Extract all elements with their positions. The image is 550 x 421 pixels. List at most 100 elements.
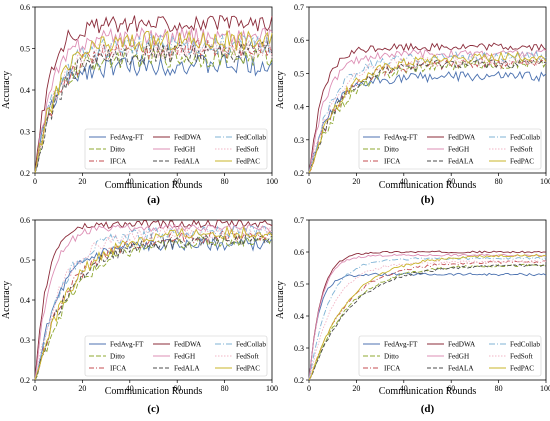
series-line-fedcollab [308,256,547,381]
y-tick-label: 0.4 [20,296,30,305]
legend-label-feddwa: FedDWA [174,134,202,142]
panel-label: (a) [147,194,160,206]
legend-label-fedala: FedALA [174,158,200,166]
legend-label-feddwa: FedDWA [448,341,476,349]
y-axis-label: Accuracy [1,71,12,109]
series-line-ditto [308,57,547,174]
x-axis-label: Communication Rounds [379,386,477,397]
x-tick-label: 100 [266,177,278,186]
legend-label-ifca: IFCA [384,158,401,166]
legend-box [358,335,542,377]
x-tick-label: 40 [400,177,408,186]
x-tick-label: 60 [173,177,181,186]
x-tick-label: 100 [540,384,550,393]
series-line-fedpac [34,225,273,381]
y-tick-label: 0.6 [294,36,304,45]
series-line-fedsoft [308,54,547,174]
legend-label-fedala: FedALA [448,158,474,166]
legend-box [84,128,268,170]
y-tick-label: 0.6 [20,216,30,225]
x-tick-label: 80 [221,384,229,393]
legend-label-fedavg-ft: FedAvg-FT [110,341,144,349]
legend-label-fedavg-ft: FedAvg-FT [384,341,418,349]
y-tick-label: 0.6 [294,248,304,257]
x-tick-label: 60 [173,384,181,393]
y-tick-label: 0.7 [294,216,304,225]
y-axis-label: Accuracy [275,71,286,109]
y-tick-label: 0.5 [20,45,30,54]
panel-label: (b) [421,194,435,206]
chart-panel-b: 0 20 40 60 80 100 0.2 0.3 0.4 0.5 0.6 0.7 Communicat… [275,3,550,206]
legend-box [84,335,268,377]
legend-label-ditto: Ditto [384,146,399,154]
x-tick-label: 100 [266,384,278,393]
legend-label-feddwa: FedDWA [174,341,202,349]
legend-label-ditto: Ditto [110,146,125,154]
legend-label-fedsoft: FedSoft [236,146,259,154]
series-line-fedavg-ft [308,272,547,381]
legend: FedAvg-FT Ditto IFCA FedDWA FedGH FedALA FedCo… [84,335,268,377]
x-tick-label: 100 [540,177,550,186]
y-tick-label: 0.6 [20,3,30,12]
legend-label-fedcollab: FedCollab [236,134,266,142]
series-line-fedala [34,40,272,174]
x-tick-label: 40 [126,177,134,186]
x-tick-label: 60 [447,384,455,393]
series-line-feddwa [308,42,547,174]
legend-label-fedala: FedALA [174,365,200,373]
x-tick-label: 0 [33,177,37,186]
y-tick-label: 0.3 [20,336,30,345]
legend-label-fedavg-ft: FedAvg-FT [384,134,418,142]
series-line-ifca [34,37,273,174]
x-tick-label: 20 [352,384,360,393]
series-line-ifca [308,57,547,174]
legend-box [358,128,542,170]
x-tick-label: 40 [126,384,134,393]
y-axis-label: Accuracy [275,281,286,319]
legend-label-fedgh: FedGH [448,146,469,154]
series-line-fedgh [34,223,272,381]
series-line-fedgh [34,26,273,174]
legend-label-fedpac: FedPAC [236,365,260,373]
series-line-feddwa [34,15,273,174]
x-tick-label: 20 [78,177,86,186]
plot-frame [308,219,547,381]
legend: FedAvg-FT Ditto IFCA FedDWA FedGH FedALA FedCo… [358,128,542,170]
series-line-fedcollab [34,33,273,174]
series-line-fedgh [308,253,547,381]
legend-label-ditto: Ditto [384,353,399,361]
series-line-fedala [308,58,547,174]
legend: FedAvg-FT Ditto IFCA FedDWA FedGH FedALA FedCo… [358,335,542,377]
series-line-fedpac [308,50,547,174]
chart-panel-a: 0 20 40 60 80 100 0.2 0.3 0.4 0.5 0.6 Communication… [1,3,278,206]
y-axis-label: Accuracy [1,281,12,319]
y-tick-label: 0.3 [294,136,304,145]
x-axis-label: Communication Rounds [379,180,477,191]
legend-label-fedavg-ft: FedAvg-FT [110,134,144,142]
y-tick-label: 0.3 [20,128,30,137]
x-axis-label: Communication Rounds [105,386,203,397]
series-line-fedcollab [308,50,547,174]
legend-label-fedala: FedALA [448,365,474,373]
legend-label-ifca: IFCA [110,158,127,166]
legend-label-ditto: Ditto [110,353,125,361]
x-tick-label: 0 [307,384,311,393]
series-line-fedala [34,234,273,381]
series-line-fedsoft [34,225,273,381]
y-tick-label: 0.4 [294,312,304,321]
series-line-fedsoft [34,37,273,174]
legend-label-fedsoft: FedSoft [510,146,533,154]
series-line-ditto [34,234,273,381]
x-tick-label: 0 [307,177,311,186]
series-line-fedpac [308,253,547,381]
y-tick-label: 0.7 [294,3,304,12]
x-tick-label: 20 [352,177,360,186]
x-tick-label: 20 [78,384,86,393]
series-line-fedavg-ft [34,54,273,174]
legend: FedAvg-FT Ditto IFCA FedDWA FedGH FedALA FedCo… [84,128,268,170]
legend-label-feddwa: FedDWA [448,134,476,142]
x-tick-label: 80 [221,177,229,186]
legend-label-ifca: IFCA [384,365,401,373]
chart-panel-d: 0 20 40 60 80 100 0.2 0.3 0.4 0.5 0.6 0.7 Communicat… [275,216,550,415]
